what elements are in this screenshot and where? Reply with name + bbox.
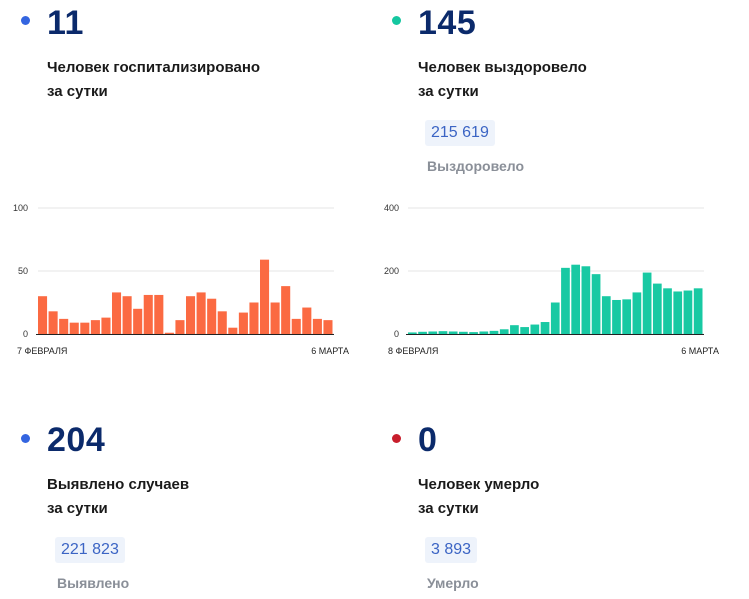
hospitalized-chart-bar	[249, 302, 259, 334]
hospitalized-chart-bar	[186, 296, 196, 334]
hospitalized-chart-bar	[133, 308, 143, 334]
hospitalized-chart-bar	[228, 327, 238, 334]
hospitalized-chart-bar	[260, 259, 270, 334]
recovered-chart-bar	[418, 331, 427, 334]
detected-line1: Выявлено случаев	[47, 476, 190, 493]
hospitalized-chart-bar	[48, 311, 58, 334]
recovered-chart-bar	[642, 272, 652, 334]
hospitalized-chart-bar	[122, 296, 132, 334]
recovered-chart-bar	[540, 322, 550, 334]
recovered-chart-bar	[581, 266, 591, 334]
recovered-chart-bar	[632, 292, 642, 334]
hospitalized-chart-bar	[112, 292, 122, 334]
recovered-chart-x-end-label: 6 МАРТА	[681, 346, 719, 356]
detected-total-badge: 221 823	[55, 537, 125, 563]
hospitalized-chart-bar	[270, 302, 280, 334]
hospitalized-chart-ytick-label: 100	[13, 203, 28, 213]
died-description: Человек умерло за сутки	[418, 473, 678, 521]
hospitalized-chart-bar	[323, 320, 333, 334]
recovered-description: Человек выздоровело за сутки	[418, 56, 678, 104]
hospitalized-chart-bar	[90, 320, 100, 334]
hospitalized-chart-bar	[196, 292, 206, 334]
hospitalized-chart-bar	[164, 332, 174, 334]
died-value: 0	[418, 421, 438, 459]
recovered-chart-ytick-label: 0	[394, 329, 399, 339]
hospitalized-chart: 0 50 100 7 ФЕВРАЛЯ 6 МАРТА	[13, 203, 349, 356]
recovered-chart: 0 200 400 8 ФЕВРАЛЯ 6 МАРТА	[384, 203, 719, 356]
died-line1: Человек умерло	[418, 476, 540, 493]
hospitalized-chart-bar	[80, 322, 90, 334]
hospitalized-description: Человек госпитализировано за сутки	[47, 56, 307, 104]
recovered-chart-bar	[428, 331, 438, 334]
recovered-chart-bar	[571, 264, 581, 334]
recovered-value: 145	[418, 4, 477, 42]
detected-line2: за сутки	[47, 500, 108, 517]
recovered-chart-bar	[601, 296, 611, 334]
hospitalized-chart-bar	[207, 298, 217, 334]
recovered-chart-bar	[408, 332, 417, 334]
hospitalized-chart-ytick-label: 0	[23, 329, 28, 339]
recovered-chart-bar	[673, 291, 683, 334]
recovered-chart-bar	[520, 327, 529, 334]
recovered-total-label: Выздоровело	[427, 158, 525, 174]
recovered-chart-bar	[561, 267, 570, 334]
recovered-dot	[392, 16, 401, 25]
detected-total-label: Выявлено	[57, 575, 130, 591]
hospitalized-chart-bar	[281, 286, 291, 334]
recovered-chart-bar	[622, 299, 632, 334]
recovered-chart-ytick-label: 400	[384, 203, 399, 213]
recovered-total-badge: 215 619	[425, 120, 495, 146]
hospitalized-chart-bar	[291, 318, 301, 334]
recovered-chart-bar	[499, 329, 509, 334]
recovered-chart-bar	[683, 290, 693, 334]
recovered-chart-bar	[448, 331, 458, 334]
died-line2: за сутки	[418, 500, 479, 517]
hospitalized-chart-bar	[143, 294, 153, 334]
hospitalized-chart-bar	[38, 296, 48, 334]
detected-value: 204	[47, 421, 106, 459]
hospitalized-line1: Человек госпитализировано	[47, 59, 261, 76]
recovered-chart-bar	[459, 331, 468, 334]
recovered-chart-bar	[612, 299, 621, 334]
recovered-chart-bar	[469, 332, 478, 334]
died-total-badge: 3 893	[425, 537, 478, 563]
hospitalized-chart-bar	[302, 307, 312, 334]
died-dot	[392, 434, 401, 443]
hospitalized-chart-bar	[238, 312, 248, 334]
detected-description: Выявлено случаев за сутки	[47, 473, 307, 521]
recovered-line1: Человек выздоровело	[418, 59, 587, 76]
detected-dot	[21, 434, 30, 443]
recovered-chart-bar	[550, 302, 560, 334]
hospitalized-chart-x-end-label: 6 МАРТА	[311, 346, 349, 356]
hospitalized-value: 11	[47, 4, 84, 42]
recovered-chart-bar	[479, 331, 489, 334]
recovered-chart-bar	[530, 324, 540, 334]
hospitalized-dot	[21, 16, 30, 25]
hospitalized-chart-bar	[312, 318, 322, 334]
hospitalized-chart-bar	[217, 311, 227, 334]
recovered-chart-bar	[489, 330, 499, 334]
hospitalized-chart-bar	[175, 320, 185, 334]
hospitalized-chart-bar	[101, 317, 111, 334]
recovered-chart-bar	[591, 274, 601, 334]
recovered-chart-bar	[510, 325, 519, 334]
hospitalized-chart-x-start-label: 7 ФЕВРАЛЯ	[17, 346, 67, 356]
recovered-chart-ytick-label: 200	[384, 266, 399, 276]
recovered-line2: за сутки	[418, 83, 479, 100]
recovered-chart-x-start-label: 8 ФЕВРАЛЯ	[388, 346, 438, 356]
hospitalized-chart-bar	[69, 322, 79, 334]
recovered-chart-bar	[652, 283, 662, 334]
hospitalized-chart-bar	[59, 318, 69, 334]
recovered-chart-bar	[663, 288, 672, 334]
died-total-label: Умерло	[427, 575, 479, 591]
hospitalized-line2: за сутки	[47, 83, 108, 100]
recovered-chart-bar	[438, 331, 448, 334]
hospitalized-chart-bar	[154, 294, 164, 334]
hospitalized-chart-ytick-label: 50	[18, 266, 28, 276]
recovered-chart-bar	[693, 288, 703, 334]
